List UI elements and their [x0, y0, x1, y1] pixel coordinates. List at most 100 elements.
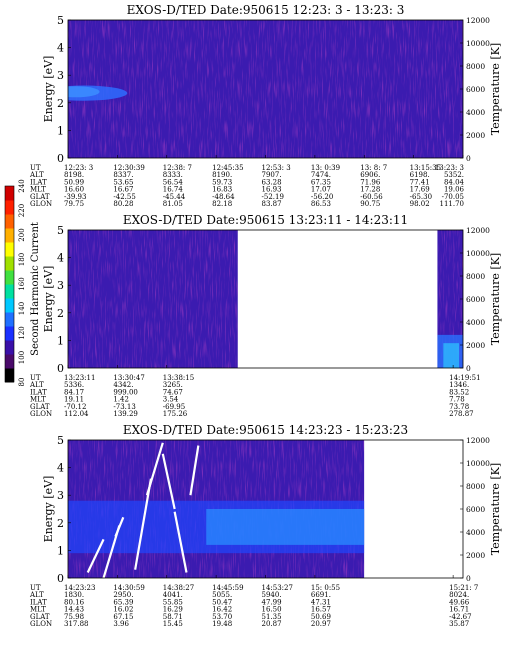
- colorbar-tick-label: 140: [18, 302, 26, 315]
- ephemeris-cell: 75.98: [64, 613, 84, 621]
- ephemeris-cell: 56.54: [163, 178, 184, 186]
- ephemeris-cell: -60.56: [360, 193, 383, 201]
- ephemeris-cell: 50.47: [212, 598, 232, 606]
- ephemeris-cell: 98.02: [410, 200, 430, 208]
- y-axis-label: Energy [eV]: [42, 476, 55, 543]
- ephemeris-cell: 83.87: [262, 200, 282, 208]
- ephemeris-cell: 20.87: [262, 620, 282, 628]
- ephemeris-cell: 111.70: [440, 200, 465, 208]
- ephemeris-cell: -45.44: [163, 193, 186, 201]
- ephemeris-cell: 175.26: [163, 410, 188, 418]
- ephemeris-cell: 13:15:35: [410, 164, 441, 172]
- colorbar-tick-label: 240: [18, 179, 26, 192]
- colorbar-swatch: [5, 228, 14, 243]
- ephemeris-row-label: ILAT: [30, 178, 47, 186]
- ephemeris-cell: 16.42: [212, 606, 232, 614]
- colorbar-tick-label: 120: [18, 326, 26, 339]
- colorbar-swatch: [5, 368, 14, 383]
- ephemeris-cell: 50.99: [64, 178, 84, 186]
- ephemeris-cell: 16.71: [449, 606, 469, 614]
- ephemeris-cell: 6906.: [360, 171, 380, 179]
- panel-3: EXOS-D/TED Date:950615 14:23:23 - 15:23:…: [29, 423, 502, 628]
- ephemeris-cell: 12:23: 3: [64, 164, 93, 172]
- emission-streak: [86, 538, 105, 573]
- y-tick-label: 5: [57, 434, 64, 447]
- ephemeris-cell: 16.83: [212, 186, 232, 194]
- ephemeris-cell: 16.02: [113, 606, 133, 614]
- ephemeris-cell: 16.57: [311, 606, 331, 614]
- ephemeris-cell: 17.07: [311, 186, 331, 194]
- ephemeris-cell: 53.65: [113, 178, 133, 186]
- y2-tick-label: 10000: [466, 459, 490, 468]
- colorbar-tick-label: 180: [18, 253, 26, 266]
- ephemeris-cell: 19.48: [212, 620, 232, 628]
- ephemeris-cell: 47.31: [311, 598, 331, 606]
- y2-tick-label: 8000: [466, 62, 485, 71]
- ephemeris-cell: 73.78: [449, 403, 469, 411]
- ephemeris-cell: 55.85: [163, 598, 183, 606]
- y2-tick-label: 8000: [466, 272, 485, 281]
- spectrogram-noise: [68, 230, 238, 368]
- colorbar-swatch: [5, 214, 14, 229]
- ephemeris-cell: 83.52: [449, 388, 469, 396]
- ephemeris-cell: 112.04: [64, 410, 89, 418]
- ephemeris-cell: 1346.: [449, 381, 469, 389]
- y-tick-label: 4: [57, 462, 64, 475]
- ephemeris-cell: 12:30:39: [113, 164, 144, 172]
- ephemeris-cell: 77.41: [410, 178, 430, 186]
- ephemeris-cell: 2950.: [113, 591, 133, 599]
- ephemeris-cell: 12:38: 7: [163, 164, 192, 172]
- spectrogram-area: [68, 20, 463, 158]
- ephemeris-cell: 14:30:59: [113, 584, 144, 592]
- panel-title: EXOS-D/TED Date:950615 14:23:23 - 15:23:…: [123, 423, 408, 437]
- ephemeris-cell: 14.43: [64, 606, 84, 614]
- emission-streak: [173, 511, 188, 573]
- y-tick-label: 4: [57, 42, 64, 55]
- y-tick-label: 0: [57, 152, 64, 165]
- ephemeris-cell: 8024.: [449, 591, 469, 599]
- ephemeris-cell: 5352.: [444, 171, 464, 179]
- ephemeris-cell: 17.28: [360, 186, 380, 194]
- colorbar-tick-label: 80: [18, 378, 26, 387]
- ephemeris-cell: 16.60: [64, 186, 84, 194]
- y-tick-label: 0: [57, 572, 64, 585]
- ephemeris-cell: 14:19:51: [449, 374, 480, 382]
- ephemeris-cell: 86.53: [311, 200, 331, 208]
- ephemeris-cell: 15.45: [163, 620, 183, 628]
- ephemeris-row-label: GLAT: [30, 193, 50, 201]
- ephemeris-row-label: GLAT: [30, 403, 50, 411]
- colorbar-label: Second Harmonic Current: [30, 222, 41, 356]
- ephemeris-row-label: GLON: [30, 620, 52, 628]
- ephemeris-cell: 63.28: [262, 178, 282, 186]
- y-tick-label: 1: [57, 334, 64, 347]
- ephemeris-cell: -65.30: [410, 193, 432, 201]
- ephemeris-cell: 999.00: [113, 388, 138, 396]
- ephemeris-cell: -52.19: [262, 193, 284, 201]
- ephemeris-cell: 7474.: [311, 171, 331, 179]
- ephemeris-cell: 90.75: [360, 200, 380, 208]
- colorbar-tick-label: 200: [18, 228, 26, 241]
- ephemeris-cell: 14:45:59: [212, 584, 243, 592]
- ephemeris-cell: -42.67: [449, 613, 471, 621]
- ephemeris-cell: 81.05: [163, 200, 183, 208]
- panel-1: EXOS-D/TED Date:950615 12:23: 3 - 13:23:…: [29, 3, 502, 208]
- ephemeris-row-label: UT: [30, 164, 41, 172]
- ephemeris-cell: 4041.: [163, 591, 183, 599]
- ephemeris-cell: 3265.: [163, 381, 183, 389]
- y2-tick-label: 10000: [466, 39, 490, 48]
- colorbar-swatch: [5, 340, 14, 355]
- ephemeris-cell: -42.55: [113, 193, 135, 201]
- ephemeris-row-label: ILAT: [30, 388, 47, 396]
- colorbar-swatch: [5, 242, 14, 257]
- y2-tick-label: 0: [466, 154, 471, 163]
- emission-streak: [161, 453, 176, 510]
- panel-title: EXOS-D/TED Date:950615 13:23:11 - 14:23:…: [123, 213, 408, 227]
- ephemeris-cell: 13:30:47: [113, 374, 144, 382]
- ephemeris-cell: -39.93: [64, 193, 86, 201]
- ephemeris-cell: 80.16: [64, 598, 85, 606]
- y-tick-label: 2: [57, 517, 64, 530]
- ephemeris-cell: 67.35: [311, 178, 331, 186]
- ephemeris-row-label: ALT: [29, 381, 44, 389]
- ephemeris-cell: 7.78: [449, 396, 465, 404]
